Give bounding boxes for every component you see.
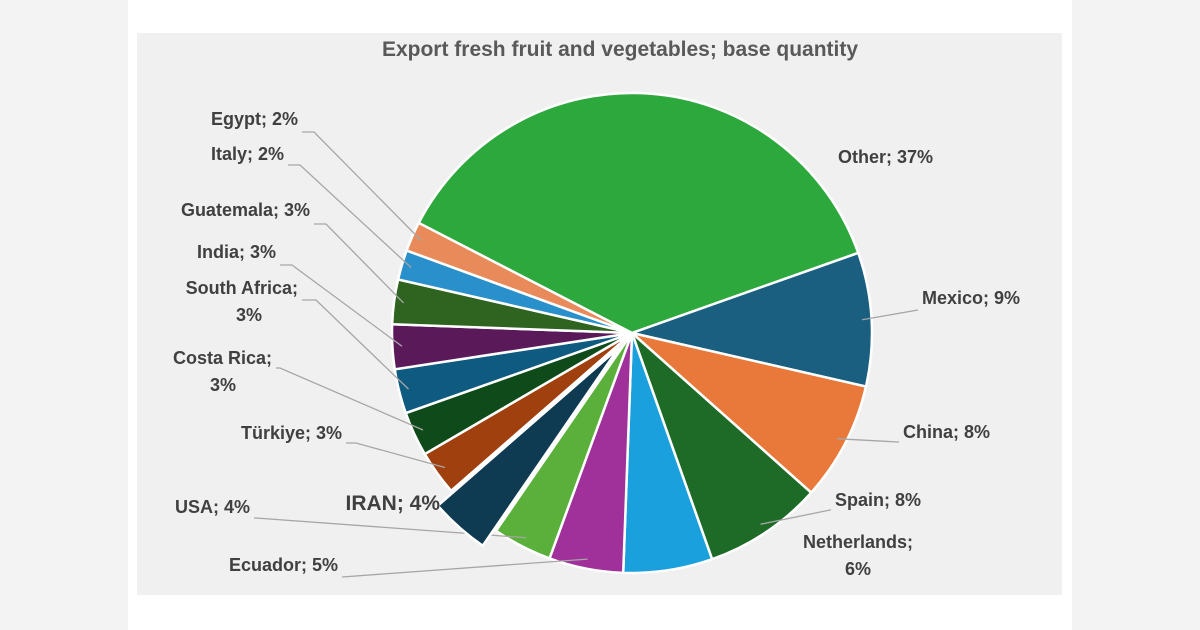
pie-slice: [494, 332, 634, 560]
label-line: 3%: [236, 305, 262, 325]
pie-slice: [417, 91, 860, 335]
leader-line: [836, 438, 899, 443]
label-line: 6%: [845, 559, 871, 579]
data-label: Italy; 2%: [211, 144, 284, 164]
leader-line: [302, 299, 409, 390]
data-label: Ecuador; 5%: [229, 555, 338, 575]
pie-slice: [436, 346, 620, 548]
label-line: Costa Rica;: [173, 348, 272, 368]
label-line: South Africa;: [186, 278, 298, 298]
data-label: South Africa; 3%: [186, 278, 298, 325]
leader-line: [280, 264, 403, 347]
data-label: India; 3%: [197, 242, 276, 262]
data-label: IRAN; 4%: [345, 492, 440, 515]
leader-line: [861, 309, 919, 321]
data-label: China; 8%: [903, 422, 990, 442]
label-line: 3%: [210, 375, 236, 395]
data-label: Mexico; 9%: [922, 288, 1020, 308]
leader-line: [346, 442, 446, 469]
data-label: USA; 4%: [175, 497, 250, 517]
data-label: Egypt; 2%: [211, 109, 298, 129]
leader-line: [341, 558, 588, 578]
pie-slice: [631, 331, 868, 495]
data-label: Netherlands; 6%: [803, 532, 913, 579]
leader-line: [288, 164, 412, 269]
chart-title: Export fresh fruit and vegetables; base …: [382, 38, 858, 61]
data-label: Spain; 8%: [835, 490, 921, 510]
leader-line: [302, 131, 422, 241]
pie-slice: [630, 332, 813, 561]
leader-line: [276, 367, 424, 431]
data-label: Other; 37%: [838, 147, 933, 167]
leader-line: [760, 509, 831, 525]
pie-slice: [405, 221, 633, 335]
data-label: Guatemala; 3%: [181, 200, 310, 220]
label-line: Netherlands;: [803, 532, 913, 552]
leader-line: [314, 223, 405, 304]
pie-slice: [627, 251, 874, 389]
data-label: Costa Rica; 3%: [173, 348, 272, 395]
leader-line: [254, 517, 527, 539]
data-label: Türkiye; 3%: [241, 423, 342, 443]
